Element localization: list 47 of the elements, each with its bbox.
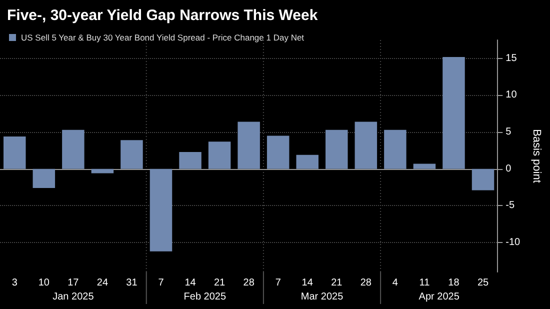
y-tick-label: -5 bbox=[506, 200, 515, 212]
text: Feb 2025 bbox=[184, 292, 226, 302]
x-tick-label: 11 bbox=[419, 278, 430, 288]
bar bbox=[208, 142, 231, 169]
chart-title: Five-, 30-year Yield Gap Narrows This Week bbox=[7, 7, 318, 24]
bar bbox=[4, 136, 26, 169]
bar bbox=[472, 168, 494, 190]
y-axis-title: Basis point bbox=[530, 129, 542, 183]
y-tick-label: 15 bbox=[506, 52, 518, 64]
bar bbox=[442, 56, 465, 169]
x-tick-label: 4 bbox=[392, 278, 398, 288]
x-tick-label: 7 bbox=[275, 278, 282, 288]
y-tick-label: 5 bbox=[506, 126, 512, 138]
bar bbox=[62, 130, 84, 169]
x-tick-label: 10 bbox=[38, 278, 50, 288]
y-tick-label: -10 bbox=[506, 237, 521, 248]
x-tick-label: 31 bbox=[126, 278, 138, 288]
bar bbox=[266, 136, 290, 169]
x-tick-label: 18 bbox=[448, 278, 460, 288]
x-tick-label: 14 bbox=[302, 278, 314, 288]
x-tick-label: 7 bbox=[158, 278, 164, 288]
bar bbox=[384, 130, 406, 169]
x-tick-label: 21 bbox=[214, 278, 226, 288]
bar bbox=[150, 168, 172, 252]
x-tick-label: 28 bbox=[360, 278, 372, 288]
bar bbox=[32, 168, 56, 188]
bar bbox=[413, 164, 436, 169]
x-tick-label: 3 bbox=[12, 278, 18, 288]
x-tick-label: 17 bbox=[68, 278, 80, 288]
x-tick-label: 21 bbox=[331, 278, 343, 288]
y-tick-label: 0 bbox=[506, 163, 512, 174]
x-tick-label: 24 bbox=[96, 278, 108, 288]
legend-label: US Sell 5 Year & Buy 30 Year Bond Yield Spread - Price Change 1 Day Net bbox=[21, 32, 305, 42]
bar bbox=[179, 152, 202, 169]
y-tick-label: 10 bbox=[506, 90, 518, 101]
x-tick-label: 28 bbox=[243, 278, 255, 288]
bar bbox=[238, 122, 260, 169]
x-tick-label: 25 bbox=[477, 278, 490, 288]
x-tick-label: 14 bbox=[184, 278, 196, 288]
bar bbox=[120, 140, 143, 169]
text: Jan 2025 bbox=[52, 292, 94, 302]
text: Mar 2025 bbox=[300, 292, 344, 302]
bar bbox=[296, 154, 318, 169]
bar bbox=[326, 130, 348, 169]
bar bbox=[354, 122, 378, 169]
bar bbox=[91, 168, 114, 174]
text: Apr 2025 bbox=[418, 292, 460, 302]
